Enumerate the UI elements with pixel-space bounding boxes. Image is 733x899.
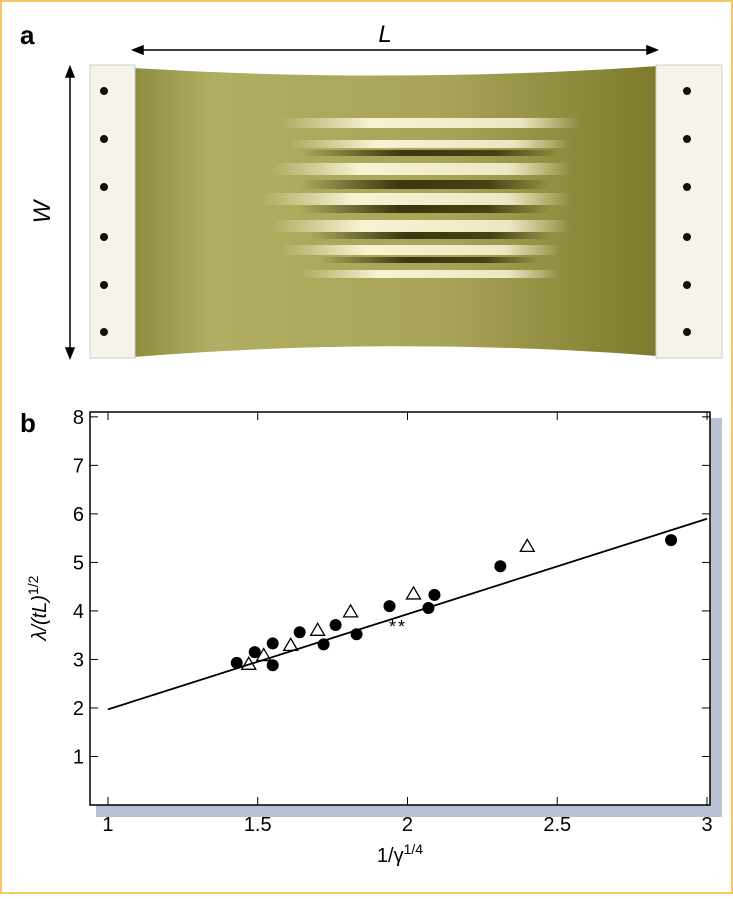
point [329, 618, 342, 631]
clamp-left [89, 64, 136, 359]
y-tick-label: 5 [73, 552, 84, 574]
point [248, 646, 261, 659]
panel-a: a L W [20, 20, 723, 361]
arrows [64, 44, 660, 361]
x-tick-label: 1.5 [244, 814, 272, 836]
y-tick-label: 3 [73, 649, 84, 671]
point [383, 600, 396, 613]
x-axis-label-base: 1/γ [377, 845, 404, 867]
x-axis-label: 1/γ1/4 [377, 841, 423, 867]
panel-label: b [20, 408, 36, 438]
point [342, 603, 359, 618]
clamp-right [655, 64, 723, 359]
fit-line [107, 517, 708, 711]
y-axis-label-sup: 1/2 [25, 575, 41, 595]
point [266, 637, 279, 650]
y-tick-label: 6 [73, 504, 84, 526]
panel-b: b 1 1.5 2 2.5 3 1 2 3 4 5 6 7 8 1/γ1/4 λ/(tL)1/2 * * [20, 407, 722, 867]
y-axis-label: λ/(tL)1/2 [25, 575, 51, 641]
width-label: W [29, 198, 56, 223]
y-axis-label-base: λ/(tL) [29, 595, 51, 641]
point: * [389, 617, 396, 637]
point [665, 534, 678, 547]
x-axis-label-sup: 1/4 [404, 841, 424, 857]
point: * [398, 617, 405, 637]
plot-area [89, 411, 711, 806]
point [494, 560, 507, 573]
point [405, 585, 422, 600]
x-tick-label: 1 [102, 814, 113, 836]
point [309, 622, 326, 636]
point [293, 626, 306, 639]
holes [100, 87, 691, 336]
point [428, 588, 441, 601]
y-tick-label: 2 [73, 698, 84, 720]
point [519, 538, 536, 553]
x-tick-label: 2.5 [543, 814, 571, 836]
x-tick-label: 2 [402, 814, 413, 836]
y-tick-label: 1 [73, 746, 84, 768]
x-tick-label: 3 [701, 814, 712, 836]
y-tick-label: 4 [73, 601, 84, 623]
point [266, 659, 279, 672]
length-label: L [378, 21, 391, 48]
y-tick-label: 7 [73, 455, 84, 477]
point [230, 656, 243, 669]
panel-label: a [20, 20, 35, 50]
y-tick-label: 8 [73, 407, 84, 429]
wrinkles [260, 118, 580, 278]
